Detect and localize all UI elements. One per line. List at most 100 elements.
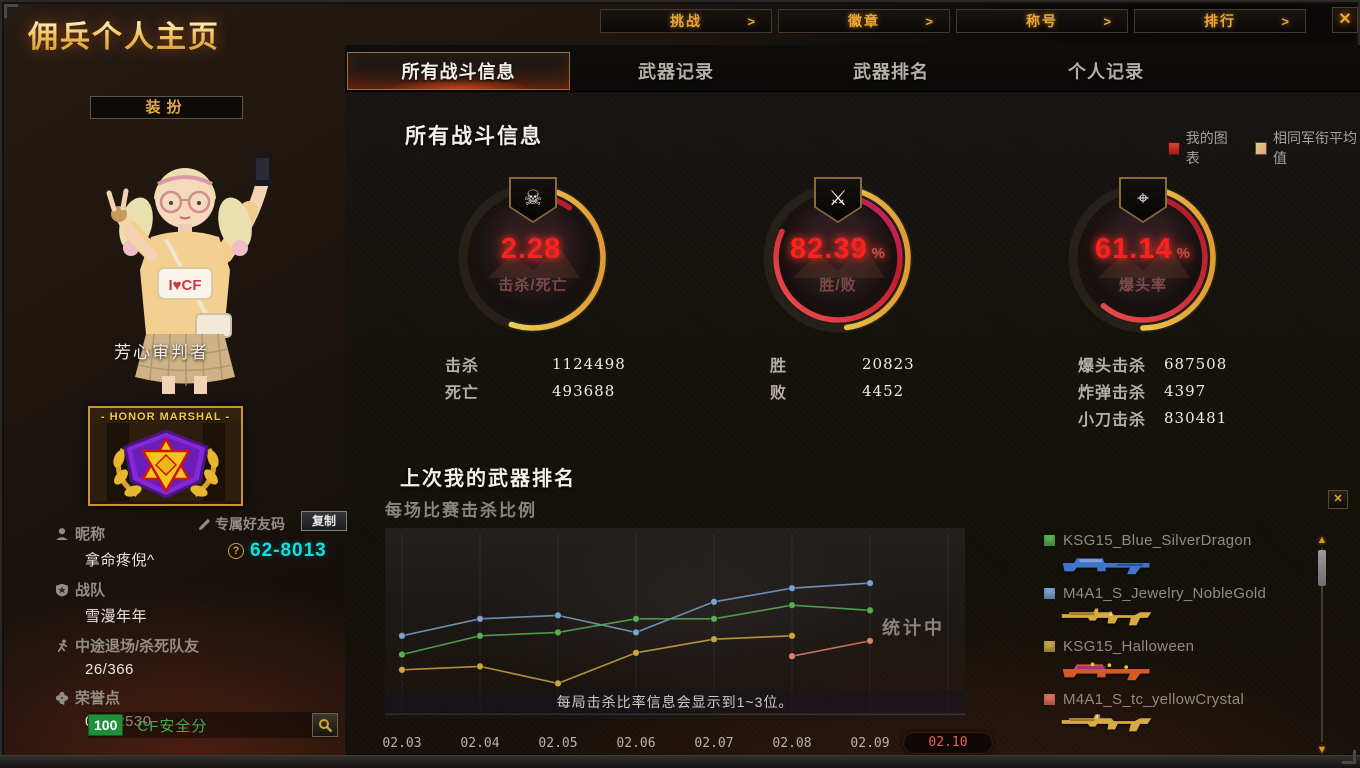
- chart-x-label[interactable]: 02.10: [903, 732, 993, 754]
- win-loss-stats: 胜 20823 败 4452: [770, 350, 915, 404]
- scroll-up-icon[interactable]: ▲: [1316, 534, 1328, 546]
- nickname-row: 昵称: [55, 523, 345, 544]
- weapon-item-ksg15-blue-silverdragon[interactable]: KSG15_Blue_SilverDragon: [1044, 532, 1299, 584]
- weapon-legend-panel: ✕ KSG15_Blue_SilverDragon M4A1_S_Jewelry…: [1038, 486, 1360, 768]
- dress-up-button[interactable]: 装扮: [90, 96, 243, 119]
- stat-row: 死亡 493688: [445, 381, 616, 402]
- nav-ranking-button[interactable]: 排行 >: [1134, 9, 1306, 33]
- kd-gauge-readout: 2.28 击杀/死亡: [453, 233, 613, 295]
- quit-label: 中途退场/杀死队友: [75, 638, 200, 655]
- bottom-frame: [0, 755, 1360, 768]
- chart-x-label[interactable]: 02.08: [772, 736, 812, 751]
- quit-row: 中途退场/杀死队友: [55, 635, 345, 656]
- friend-code-value-row: ? 62-8013: [228, 540, 327, 562]
- kill-ratio-chart: 统计中 每局击杀比率信息会显示到1~3位。: [385, 528, 965, 720]
- search-button[interactable]: [312, 713, 338, 737]
- scroll-thumb[interactable]: [1318, 550, 1326, 586]
- series-marker: [1044, 588, 1055, 599]
- tab-all-combat-info[interactable]: 所有战斗信息: [347, 52, 570, 90]
- rank-badge-emblem: [90, 423, 241, 501]
- chart-x-label[interactable]: 02.06: [616, 736, 656, 751]
- copy-button[interactable]: 复制: [301, 511, 347, 531]
- friend-code-label: 专属好友码: [215, 516, 285, 532]
- nav-badge-button[interactable]: 徽章 >: [778, 9, 950, 33]
- weapon-image-rifle: [1060, 714, 1155, 740]
- player-info: 昵称 拿命疼倪^ 战队 雪漫年年 中途退场/杀死队友 26/366: [55, 514, 345, 732]
- chart-status-text: 统计中: [882, 618, 945, 638]
- legend-my-chart: 我的图表: [1168, 128, 1235, 168]
- person-icon: [56, 527, 68, 540]
- winrate-label: 胜/败: [819, 277, 857, 294]
- pen-icon: [198, 518, 211, 530]
- safety-score-bar: 100 CF安全分: [88, 712, 338, 738]
- clan-label: 战队: [75, 582, 106, 599]
- clan-row: 战队: [55, 579, 345, 600]
- weapon-image-rifle: [1060, 608, 1155, 634]
- weapon-name: KSG15_Halloween: [1063, 638, 1195, 655]
- stat-row: 胜 20823: [770, 354, 915, 375]
- weapon-name: M4A1_S_tc_yellowCrystal: [1063, 691, 1245, 708]
- weapon-rank-subtitle: 每场比赛击杀比例: [385, 501, 537, 520]
- page-title: 佣兵个人主页: [28, 12, 220, 56]
- frame-corner: [4, 4, 18, 18]
- chart-x-label[interactable]: 02.05: [538, 736, 578, 751]
- tab-label: 所有战斗信息: [401, 62, 516, 82]
- headshot-gauge-readout: 61.14% 爆头率: [1063, 233, 1223, 295]
- tab-personal-records[interactable]: 个人记录: [1041, 52, 1171, 90]
- weapon-image-shotgun: [1060, 662, 1155, 687]
- scroll-track[interactable]: [1321, 548, 1323, 742]
- friend-code-row: 专属好友码: [198, 514, 285, 534]
- weapon-image-shotgun: [1060, 558, 1155, 581]
- nav-title-button[interactable]: 称号 >: [956, 9, 1128, 33]
- winrate-gauge-readout: 82.39% 胜/败: [758, 233, 918, 295]
- close-icon[interactable]: ✕: [1332, 7, 1358, 33]
- rank-badge: - HONOR MARSHAL -: [88, 406, 243, 506]
- tab-label: 武器记录: [638, 62, 714, 82]
- safety-score-badge: 100: [88, 714, 124, 736]
- weapon-item-ksg15-halloween[interactable]: KSG15_Halloween: [1044, 638, 1299, 690]
- nav-challenge-button[interactable]: 挑战 >: [600, 9, 772, 33]
- search-icon: [318, 718, 332, 732]
- kd-label: 击杀/死亡: [498, 277, 568, 294]
- honor-label: 荣誉点: [75, 690, 121, 707]
- winrate-value: 82.39: [790, 233, 868, 265]
- scroll-down-icon[interactable]: ▼: [1316, 744, 1328, 756]
- stat-row: 败 4452: [770, 381, 905, 402]
- safety-score-label: CF安全分: [137, 717, 208, 735]
- character-title: 芳心审判者: [114, 343, 209, 362]
- chevron-right-icon: >: [747, 13, 755, 29]
- chart-legend: 我的图表 相同军衔平均值: [1168, 128, 1360, 168]
- chart-x-label[interactable]: 02.07: [694, 736, 734, 751]
- chart-x-label[interactable]: 02.09: [850, 736, 890, 751]
- special-kill-stats: 爆头击杀 687508 炸弹击杀 4397 小刀击杀 830481: [1078, 350, 1227, 431]
- clover-icon: [55, 691, 69, 705]
- weapon-rank-title: 上次我的武器排名: [400, 468, 576, 490]
- tab-weapon-ranking[interactable]: 武器排名: [826, 52, 956, 90]
- panel-close-icon[interactable]: ✕: [1328, 490, 1348, 509]
- tab-weapon-records[interactable]: 武器记录: [611, 52, 741, 90]
- weapon-item-m4a1-tc-yellowcrystal[interactable]: M4A1_S_tc_yellowCrystal: [1044, 691, 1299, 743]
- help-icon[interactable]: ?: [228, 543, 244, 559]
- quit-value: 26/366: [85, 661, 134, 678]
- series-marker: [1044, 535, 1055, 546]
- clan-shield-icon: [56, 583, 68, 597]
- friend-code-value: 62-8013: [250, 540, 327, 561]
- kd-gauge: ☠ 2.28 击杀/死亡: [453, 163, 613, 363]
- chevron-right-icon: >: [1103, 13, 1111, 29]
- chart-note: 每局击杀比率信息会显示到1~3位。: [385, 690, 965, 714]
- frame-corner: [1342, 750, 1356, 764]
- nav-label: 排行: [1204, 13, 1236, 29]
- chart-x-label[interactable]: 02.03: [382, 736, 422, 751]
- weapon-name: KSG15_Blue_SilverDragon: [1063, 532, 1252, 549]
- character-portrait: I♥CF: [58, 118, 308, 394]
- chart-x-label[interactable]: 02.04: [460, 736, 500, 751]
- tab-label: 武器排名: [853, 62, 929, 82]
- winrate-gauge: ⚔ 82.39% 胜/败: [758, 163, 918, 363]
- honor-row: 荣誉点: [55, 687, 345, 708]
- weapon-item-m4a1-jewelry-noblegold[interactable]: M4A1_S_Jewelry_NobleGold: [1044, 585, 1299, 637]
- series-marker: [1044, 641, 1055, 652]
- kill-death-stats: 击杀 1124498 死亡 493688: [445, 350, 626, 404]
- nickname-label: 昵称: [75, 526, 106, 543]
- legend-label: 我的图表: [1185, 130, 1228, 166]
